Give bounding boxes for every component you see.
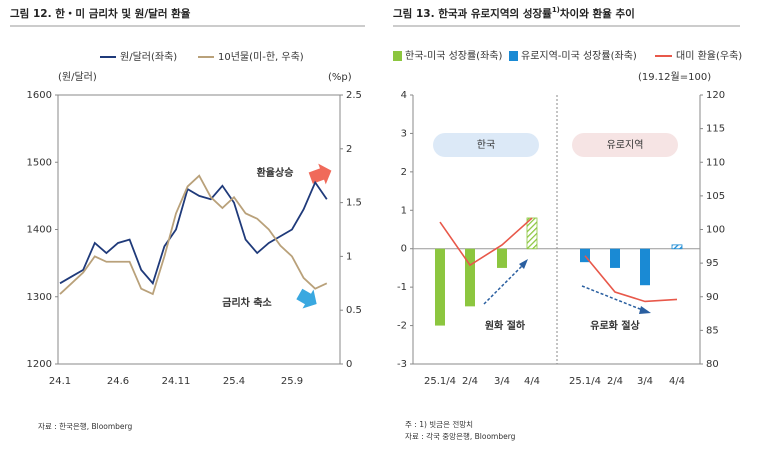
y2-tick-label: 110 <box>706 157 725 168</box>
series-line <box>59 174 328 296</box>
title-part: 차이와 환율 추이 <box>560 7 635 20</box>
y2-tick-label: 2.5 <box>346 90 362 101</box>
group-pill <box>433 133 539 157</box>
series-line <box>439 217 533 267</box>
y-tick-label: -2 <box>397 321 407 332</box>
y-tick-label: -3 <box>397 359 407 370</box>
arrow <box>308 163 332 185</box>
y2-tick-label: 0.5 <box>346 305 362 316</box>
y2-tick-label: 90 <box>706 292 719 303</box>
note: 주 : 1) 빗금은 전망치 <box>405 419 473 429</box>
legend-swatch <box>393 51 402 61</box>
chart-title: 그림 13. 한국과 유로지역의 성장률1)차이와 환율 추이 <box>393 6 635 20</box>
y2-tick-label: 115 <box>706 124 725 135</box>
y2-tick-label: 100 <box>706 225 725 236</box>
x-tick-label: 25.1/4 <box>569 376 601 387</box>
x-tick-label: 25.9 <box>281 376 303 387</box>
x-tick-label: 24.11 <box>162 376 191 387</box>
trend-arrow <box>581 285 646 312</box>
axis-unit: (%p) <box>328 72 352 83</box>
bar <box>580 248 590 263</box>
note: 자료 : 각국 중앙은행, Bloomberg <box>405 431 516 441</box>
plot-frame <box>57 94 341 365</box>
arrow <box>296 288 317 309</box>
y-tick-label: 2 <box>401 167 407 178</box>
y2-tick-label: 0 <box>346 359 352 370</box>
annotation: 환율상승 <box>257 166 294 179</box>
y-tick-label: 1500 <box>27 157 52 168</box>
title-sup: 1) <box>552 6 560 14</box>
y-tick-label: 1200 <box>27 359 52 370</box>
arrowhead <box>519 259 528 269</box>
y-tick-label: 3 <box>401 128 407 139</box>
source: 자료 : 한국은행, Bloomberg <box>38 421 133 431</box>
group-pill <box>572 133 678 157</box>
bar <box>435 248 445 326</box>
arrowhead <box>639 306 651 314</box>
y2-tick-label: 120 <box>706 90 725 101</box>
legend-label: 원/달러(좌축) <box>120 51 177 63</box>
axis-unit: (19.12월=100) <box>638 71 711 83</box>
chart-title: 그림 12. 한・미 금리차 및 원/달러 환율 <box>10 7 191 20</box>
y-tick-label: 1 <box>401 205 407 216</box>
bar <box>526 217 538 250</box>
legend-label: 10년물(미-한, 우축) <box>218 51 304 63</box>
y-tick-label: -1 <box>397 282 407 293</box>
y2-tick-label: 105 <box>706 191 725 202</box>
y-tick-label: 0 <box>401 244 407 255</box>
x-tick-label: 3/4 <box>637 376 653 387</box>
annotation: 원화 절하 <box>485 319 526 332</box>
y2-tick-label: 85 <box>706 325 719 336</box>
y-tick-label: 1600 <box>27 90 52 101</box>
bar <box>465 248 475 307</box>
y2-tick-label: 2 <box>346 144 352 155</box>
x-tick-label: 3/4 <box>494 376 510 387</box>
annotation: 금리차 축소 <box>222 296 271 309</box>
y-tick-label: 4 <box>401 90 407 101</box>
legend-label: 대미 환율(우축) <box>676 50 742 62</box>
x-tick-label: 2/4 <box>462 376 478 387</box>
bar <box>671 244 683 250</box>
series-line <box>584 255 678 303</box>
annotation: 유로지역 <box>607 139 644 151</box>
annotation: 유로화 절상 <box>590 319 640 332</box>
bar <box>640 248 650 286</box>
series-line <box>59 180 328 286</box>
x-tick-label: 4/4 <box>524 376 540 387</box>
y-tick-label: 1400 <box>27 225 52 236</box>
x-tick-label: 2/4 <box>607 376 623 387</box>
y2-tick-label: 1.5 <box>346 198 362 209</box>
x-tick-label: 24.1 <box>49 376 71 387</box>
y2-tick-label: 95 <box>706 258 719 269</box>
legend-swatch <box>509 51 518 61</box>
legend-label: 유로지역-미국 성장률(좌축) <box>521 50 637 62</box>
x-tick-label: 25.1/4 <box>424 376 456 387</box>
title-part: 그림 13. 한국과 유로지역의 성장률 <box>393 7 552 20</box>
trend-arrow <box>483 263 525 305</box>
legend-label: 한국-미국 성장률(좌축) <box>405 50 502 62</box>
annotation: 한국 <box>477 139 495 151</box>
y2-tick-label: 1 <box>346 251 352 262</box>
x-tick-label: 24.6 <box>107 376 129 387</box>
bar <box>610 248 620 268</box>
x-tick-label: 4/4 <box>669 376 685 387</box>
axis-unit: (원/달러) <box>58 71 97 83</box>
x-tick-label: 25.4 <box>223 376 245 387</box>
y2-tick-label: 80 <box>706 359 719 370</box>
y-tick-label: 1300 <box>27 292 52 303</box>
bar <box>497 248 507 268</box>
